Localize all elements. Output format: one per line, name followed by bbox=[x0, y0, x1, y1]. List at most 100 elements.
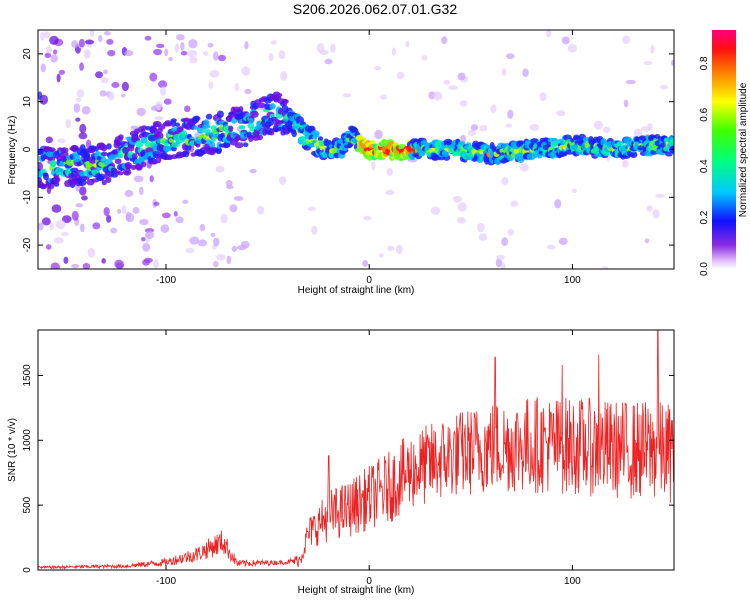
spectrogram-ridge-blob bbox=[101, 179, 107, 186]
spectrogram-noise-blob bbox=[244, 41, 249, 50]
snr-x-tick-label: 0 bbox=[366, 576, 372, 587]
spectrogram-ridge-blob bbox=[234, 142, 244, 149]
spectrogram-noise-blob bbox=[236, 245, 247, 251]
spectrogram-ridge-blob bbox=[100, 151, 108, 157]
spectrogram-ridge-blob bbox=[155, 131, 164, 140]
spectrogram-noise-blob bbox=[136, 107, 146, 117]
spectrogram-noise-blob bbox=[311, 225, 318, 235]
spectrogram-noise-blob bbox=[75, 117, 81, 122]
spectrogram-ridge-blob bbox=[135, 163, 143, 171]
spectrogram-noise-blob bbox=[225, 179, 233, 187]
spectrogram-ridge-blob bbox=[114, 158, 122, 165]
spectrogram-noise-blob bbox=[496, 254, 506, 260]
spectrogram-noise-blob bbox=[507, 109, 514, 119]
spectrogram-noise-blob bbox=[162, 212, 171, 219]
spectrogram-noise-blob bbox=[168, 57, 173, 62]
spectrogram-noise-blob bbox=[106, 38, 114, 45]
spectrogram-noise-blob bbox=[386, 167, 394, 176]
spectrogram-ridge-blob bbox=[150, 160, 158, 165]
spectrogram-noise-blob bbox=[652, 209, 660, 219]
spectrogram-noise-blob bbox=[153, 201, 160, 206]
spectrogram-noise-blob bbox=[561, 36, 570, 45]
snr-y-tick-label: 0 bbox=[22, 567, 33, 573]
spectrogram-noise-blob bbox=[103, 69, 108, 75]
spectrogram-noise-blob bbox=[40, 63, 47, 73]
spectrogram-noise-blob bbox=[52, 49, 58, 55]
spectrogram-noise-blob bbox=[216, 253, 226, 261]
spectrogram-noise-blob bbox=[188, 39, 198, 49]
snr-x-tick-label: 100 bbox=[564, 576, 581, 587]
spectrogram-ridge-blob bbox=[41, 184, 48, 189]
spectrogram-ridge-blob bbox=[42, 172, 50, 181]
spectrogram-ridge-blob bbox=[228, 125, 234, 133]
spectrogram-noise-blob bbox=[41, 217, 51, 226]
spectrogram-noise-blob bbox=[97, 34, 103, 43]
spectrogram-noise-blob bbox=[330, 43, 336, 54]
spectrogram-noise-blob bbox=[56, 73, 61, 83]
spectrogram-noise-blob bbox=[207, 42, 214, 48]
spectrogram-y-tick-label: -10 bbox=[22, 190, 33, 205]
spectrogram-noise-blob bbox=[149, 175, 154, 183]
spectrogram-noise-blob bbox=[107, 91, 115, 101]
spectrogram-noise-blob bbox=[500, 262, 506, 269]
spectrogram-ridge-blob bbox=[124, 170, 130, 175]
spectrogram-noise-blob bbox=[101, 77, 109, 84]
spectrogram-noise-blob bbox=[226, 255, 232, 265]
spectrogram-noise-blob bbox=[470, 124, 479, 131]
spectrogram-ridge-blob bbox=[227, 113, 237, 119]
spectrogram-noise-blob bbox=[73, 103, 81, 113]
spectrogram-noise-blob bbox=[158, 80, 168, 89]
spectrogram-noise-blob bbox=[76, 89, 85, 98]
spectrogram-x-tick-label: -100 bbox=[156, 275, 176, 286]
spectrogram-noise-blob bbox=[601, 266, 609, 269]
spectrogram-noise-blob bbox=[75, 97, 82, 103]
spectrogram-noise-blob bbox=[405, 41, 410, 48]
spectrogram-ridge-blob bbox=[52, 175, 61, 184]
snr-y-ticks: 0 500 1000 1500 bbox=[22, 364, 674, 573]
spectrogram-y-tick-label: 10 bbox=[22, 96, 33, 108]
spectrogram-noise-blob bbox=[154, 115, 164, 121]
spectrogram-noise-blob bbox=[103, 206, 110, 217]
spectrogram-noise-blob bbox=[51, 204, 62, 213]
colorbar-tick-label: 0.4 bbox=[699, 159, 710, 173]
spectrogram-ridge-blob bbox=[317, 136, 324, 142]
spectrogram-ridge-blob bbox=[459, 141, 466, 146]
spectrogram-noise-blob bbox=[139, 218, 149, 226]
spectrogram-ridge-blob bbox=[176, 126, 184, 133]
spectrogram-ridge-blob bbox=[238, 125, 246, 130]
spectrogram-ridge-blob bbox=[517, 140, 526, 145]
spectrogram-noise-blob bbox=[268, 53, 274, 62]
spectrogram-noise-blob bbox=[153, 259, 159, 269]
spectrogram-noise-blob bbox=[81, 195, 88, 201]
colorbar-tick-label: 0.0 bbox=[699, 262, 710, 276]
snr-y-tick-label: 1500 bbox=[22, 364, 33, 387]
spectrogram-noise-blob bbox=[142, 259, 151, 266]
spectrogram-ridge-blob bbox=[441, 151, 450, 158]
spectrogram-noise-blob bbox=[115, 262, 125, 269]
spectrogram-noise-blob bbox=[43, 31, 50, 39]
snr-x-tick-label: -100 bbox=[156, 576, 176, 587]
spectrogram-noise-blob bbox=[660, 84, 669, 90]
spectrogram-noise-blob bbox=[163, 98, 172, 105]
spectrogram-noise-blob bbox=[155, 101, 163, 110]
spectrogram-noise-blob bbox=[278, 50, 286, 60]
spectrogram-noise-blob bbox=[395, 244, 403, 255]
spectrogram-ridge-blob bbox=[105, 176, 112, 183]
spectrogram-noise-blob bbox=[82, 262, 91, 269]
spectrogram-noise-blob bbox=[213, 260, 219, 268]
spectrogram-noise-blob bbox=[124, 50, 134, 57]
spectrogram-noise-blob bbox=[460, 134, 466, 144]
spectrogram-noise-blob bbox=[363, 215, 372, 221]
spectrogram-y-ticks: -20 -10 0 10 20 bbox=[22, 48, 674, 252]
spectrogram-noise-blob bbox=[490, 104, 497, 114]
spectrogram-ridge-blob bbox=[84, 152, 90, 160]
spectrogram-noise-blob bbox=[319, 49, 329, 55]
spectrogram-noise-blob bbox=[92, 222, 101, 230]
spectrogram-ridge-blob bbox=[151, 125, 158, 134]
spectrogram-noise-blob bbox=[79, 62, 84, 71]
spectrogram-noise-blob bbox=[522, 68, 529, 77]
snr-x-ticks: -100 0 100 bbox=[156, 330, 581, 587]
spectrogram-ridge-blob bbox=[47, 156, 56, 161]
spectrogram-ridge-blob bbox=[257, 102, 267, 109]
spectrogram-noise-blob bbox=[187, 49, 198, 58]
